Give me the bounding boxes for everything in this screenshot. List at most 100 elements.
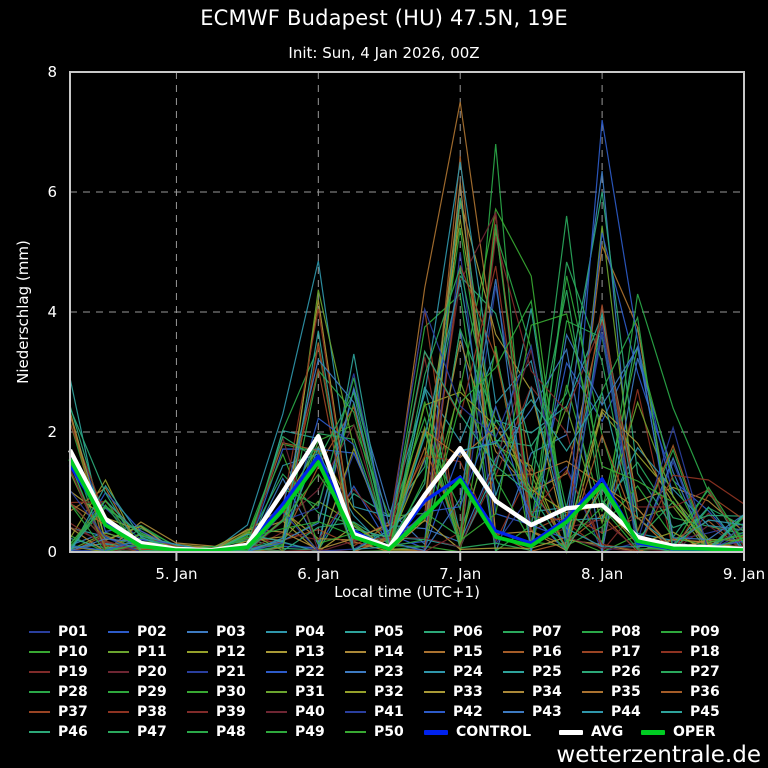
legend-color-chip bbox=[661, 711, 682, 713]
legend-color-chip bbox=[187, 631, 208, 633]
legend-item-P24: P24 bbox=[424, 664, 503, 680]
legend-item-P06: P06 bbox=[424, 624, 503, 640]
legend-color-chip bbox=[108, 651, 129, 653]
legend-color-chip bbox=[424, 711, 445, 713]
legend-label: P45 bbox=[690, 704, 720, 720]
legend-color-chip bbox=[108, 711, 129, 713]
legend-color-chip bbox=[582, 671, 603, 673]
legend-item-P48: P48 bbox=[187, 724, 266, 740]
legend-item-P23: P23 bbox=[345, 664, 424, 680]
legend-label: P23 bbox=[374, 664, 404, 680]
legend-item-P46: P46 bbox=[29, 724, 108, 740]
legend-item-P38: P38 bbox=[108, 704, 187, 720]
legend-item-P33: P33 bbox=[424, 684, 503, 700]
legend-label: P49 bbox=[295, 724, 325, 740]
legend-color-chip bbox=[582, 691, 603, 693]
legend-color-chip bbox=[187, 711, 208, 713]
plot-frame bbox=[69, 71, 745, 553]
y-tick-label: 6 bbox=[47, 183, 57, 201]
legend-label: P06 bbox=[453, 624, 483, 640]
legend-item-P30: P30 bbox=[187, 684, 266, 700]
legend-label: P07 bbox=[532, 624, 562, 640]
legend-label: P34 bbox=[532, 684, 562, 700]
legend-label: P22 bbox=[295, 664, 325, 680]
legend-color-chip bbox=[266, 731, 287, 733]
ensemble-member-line-P12 bbox=[69, 219, 745, 553]
legend-color-chip bbox=[29, 631, 50, 633]
legend-color-chip bbox=[661, 651, 682, 653]
legend-item-P20: P20 bbox=[108, 664, 187, 680]
legend-item-P34: P34 bbox=[503, 684, 582, 700]
legend-label: P41 bbox=[374, 704, 404, 720]
y-axis-title: Niederschlag (mm) bbox=[14, 240, 32, 384]
legend-item-P10: P10 bbox=[29, 644, 108, 660]
legend-item-P32: P32 bbox=[345, 684, 424, 700]
ensemble-member-line-P22 bbox=[69, 232, 745, 553]
legend-label: P20 bbox=[137, 664, 167, 680]
legend-label: P46 bbox=[58, 724, 88, 740]
legend-item-P12: P12 bbox=[187, 644, 266, 660]
legend-color-chip bbox=[108, 671, 129, 673]
legend-label: OPER bbox=[673, 724, 716, 740]
legend-label: P28 bbox=[58, 684, 88, 700]
legend-label: P25 bbox=[532, 664, 562, 680]
legend-color-chip bbox=[345, 731, 366, 733]
legend-label: P48 bbox=[216, 724, 246, 740]
legend-item-P37: P37 bbox=[29, 704, 108, 720]
legend: P01 P02 P03 P04 P05 P06 P07 P08 P09 P10 P11 P12 P13 P… bbox=[29, 622, 745, 742]
legend-item-P49: P49 bbox=[266, 724, 345, 740]
legend-color-chip bbox=[582, 711, 603, 713]
legend-item-P16: P16 bbox=[503, 644, 582, 660]
ensemble-member-line-P28 bbox=[69, 231, 745, 555]
legend-item-P09: P09 bbox=[661, 624, 740, 640]
legend-item-P03: P03 bbox=[187, 624, 266, 640]
legend-color-chip bbox=[345, 691, 366, 693]
legend-color-chip bbox=[187, 671, 208, 673]
legend-item-P31: P31 bbox=[266, 684, 345, 700]
legend-item-P25: P25 bbox=[503, 664, 582, 680]
legend-item-P36: P36 bbox=[661, 684, 740, 700]
legend-label: P13 bbox=[295, 644, 325, 660]
legend-color-chip bbox=[29, 651, 50, 653]
legend-color-chip bbox=[266, 691, 287, 693]
legend-color-chip bbox=[424, 671, 445, 673]
y-tick-label: 4 bbox=[47, 303, 57, 321]
legend-label: P24 bbox=[453, 664, 483, 680]
legend-row: P19 P20 P21 P22 P23 P24 P25 P26 P27 bbox=[29, 662, 745, 682]
legend-color-chip bbox=[424, 729, 448, 735]
legend-label: P05 bbox=[374, 624, 404, 640]
ensemble-member-line-P39 bbox=[69, 237, 745, 553]
y-tick-label: 2 bbox=[47, 423, 57, 441]
legend-label: P39 bbox=[216, 704, 246, 720]
legend-label: P12 bbox=[216, 644, 246, 660]
legend-color-chip bbox=[345, 631, 366, 633]
legend-row: P10 P11 P12 P13 P14 P15 P16 P17 P18 bbox=[29, 642, 745, 662]
legend-color-chip bbox=[661, 631, 682, 633]
legend-color-chip bbox=[503, 691, 524, 693]
x-axis-title: Local time (UTC+1) bbox=[334, 583, 480, 601]
legend-label: P26 bbox=[611, 664, 641, 680]
legend-label: P50 bbox=[374, 724, 404, 740]
precipitation-ensemble-plot: 5. Jan 6. Jan 7. Jan 8. Jan 9. Jan 0 2 4 6 8 bbox=[47, 63, 765, 583]
legend-label: P16 bbox=[532, 644, 562, 660]
legend-color-chip bbox=[503, 711, 524, 713]
legend-color-chip bbox=[345, 711, 366, 713]
legend-item-P44: P44 bbox=[582, 704, 661, 720]
legend-item-P45: P45 bbox=[661, 704, 740, 720]
legend-item-P35: P35 bbox=[582, 684, 661, 700]
legend-color-chip bbox=[29, 691, 50, 693]
legend-item-P18: P18 bbox=[661, 644, 740, 660]
legend-row: P01 P02 P03 P04 P05 P06 P07 P08 P09 bbox=[29, 622, 745, 642]
legend-color-chip bbox=[503, 651, 524, 653]
legend-label: P44 bbox=[611, 704, 641, 720]
legend-item-P04: P04 bbox=[266, 624, 345, 640]
legend-item-AVG: AVG bbox=[559, 724, 641, 740]
legend-label: P36 bbox=[690, 684, 720, 700]
legend-label: P01 bbox=[58, 624, 88, 640]
legend-item-P28: P28 bbox=[29, 684, 108, 700]
legend-row: P28 P29 P30 P31 P32 P33 P34 P35 P36 bbox=[29, 682, 745, 702]
legend-color-chip bbox=[424, 691, 445, 693]
legend-color-chip bbox=[424, 631, 445, 633]
ensemble-member-line-P37 bbox=[69, 265, 745, 553]
legend-color-chip bbox=[108, 691, 129, 693]
